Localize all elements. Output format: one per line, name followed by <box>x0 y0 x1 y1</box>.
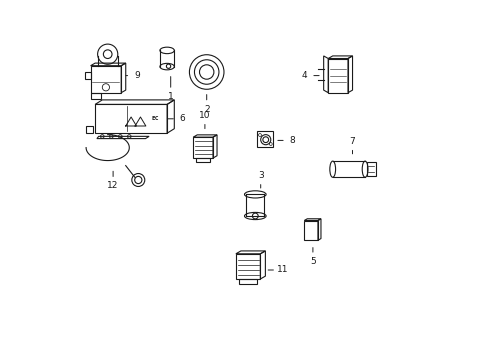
Text: 7: 7 <box>349 137 355 146</box>
Text: 11: 11 <box>276 266 288 274</box>
Text: 10: 10 <box>199 111 210 120</box>
Text: 12: 12 <box>107 181 119 190</box>
Text: 4: 4 <box>301 71 307 80</box>
Text: 9: 9 <box>134 71 140 80</box>
Text: 6: 6 <box>179 114 185 123</box>
Text: 1: 1 <box>167 92 173 101</box>
Text: 8: 8 <box>289 136 295 145</box>
Text: 2: 2 <box>203 104 209 113</box>
Text: 3: 3 <box>257 171 263 180</box>
Text: EC: EC <box>151 116 158 121</box>
Text: 5: 5 <box>309 257 315 266</box>
